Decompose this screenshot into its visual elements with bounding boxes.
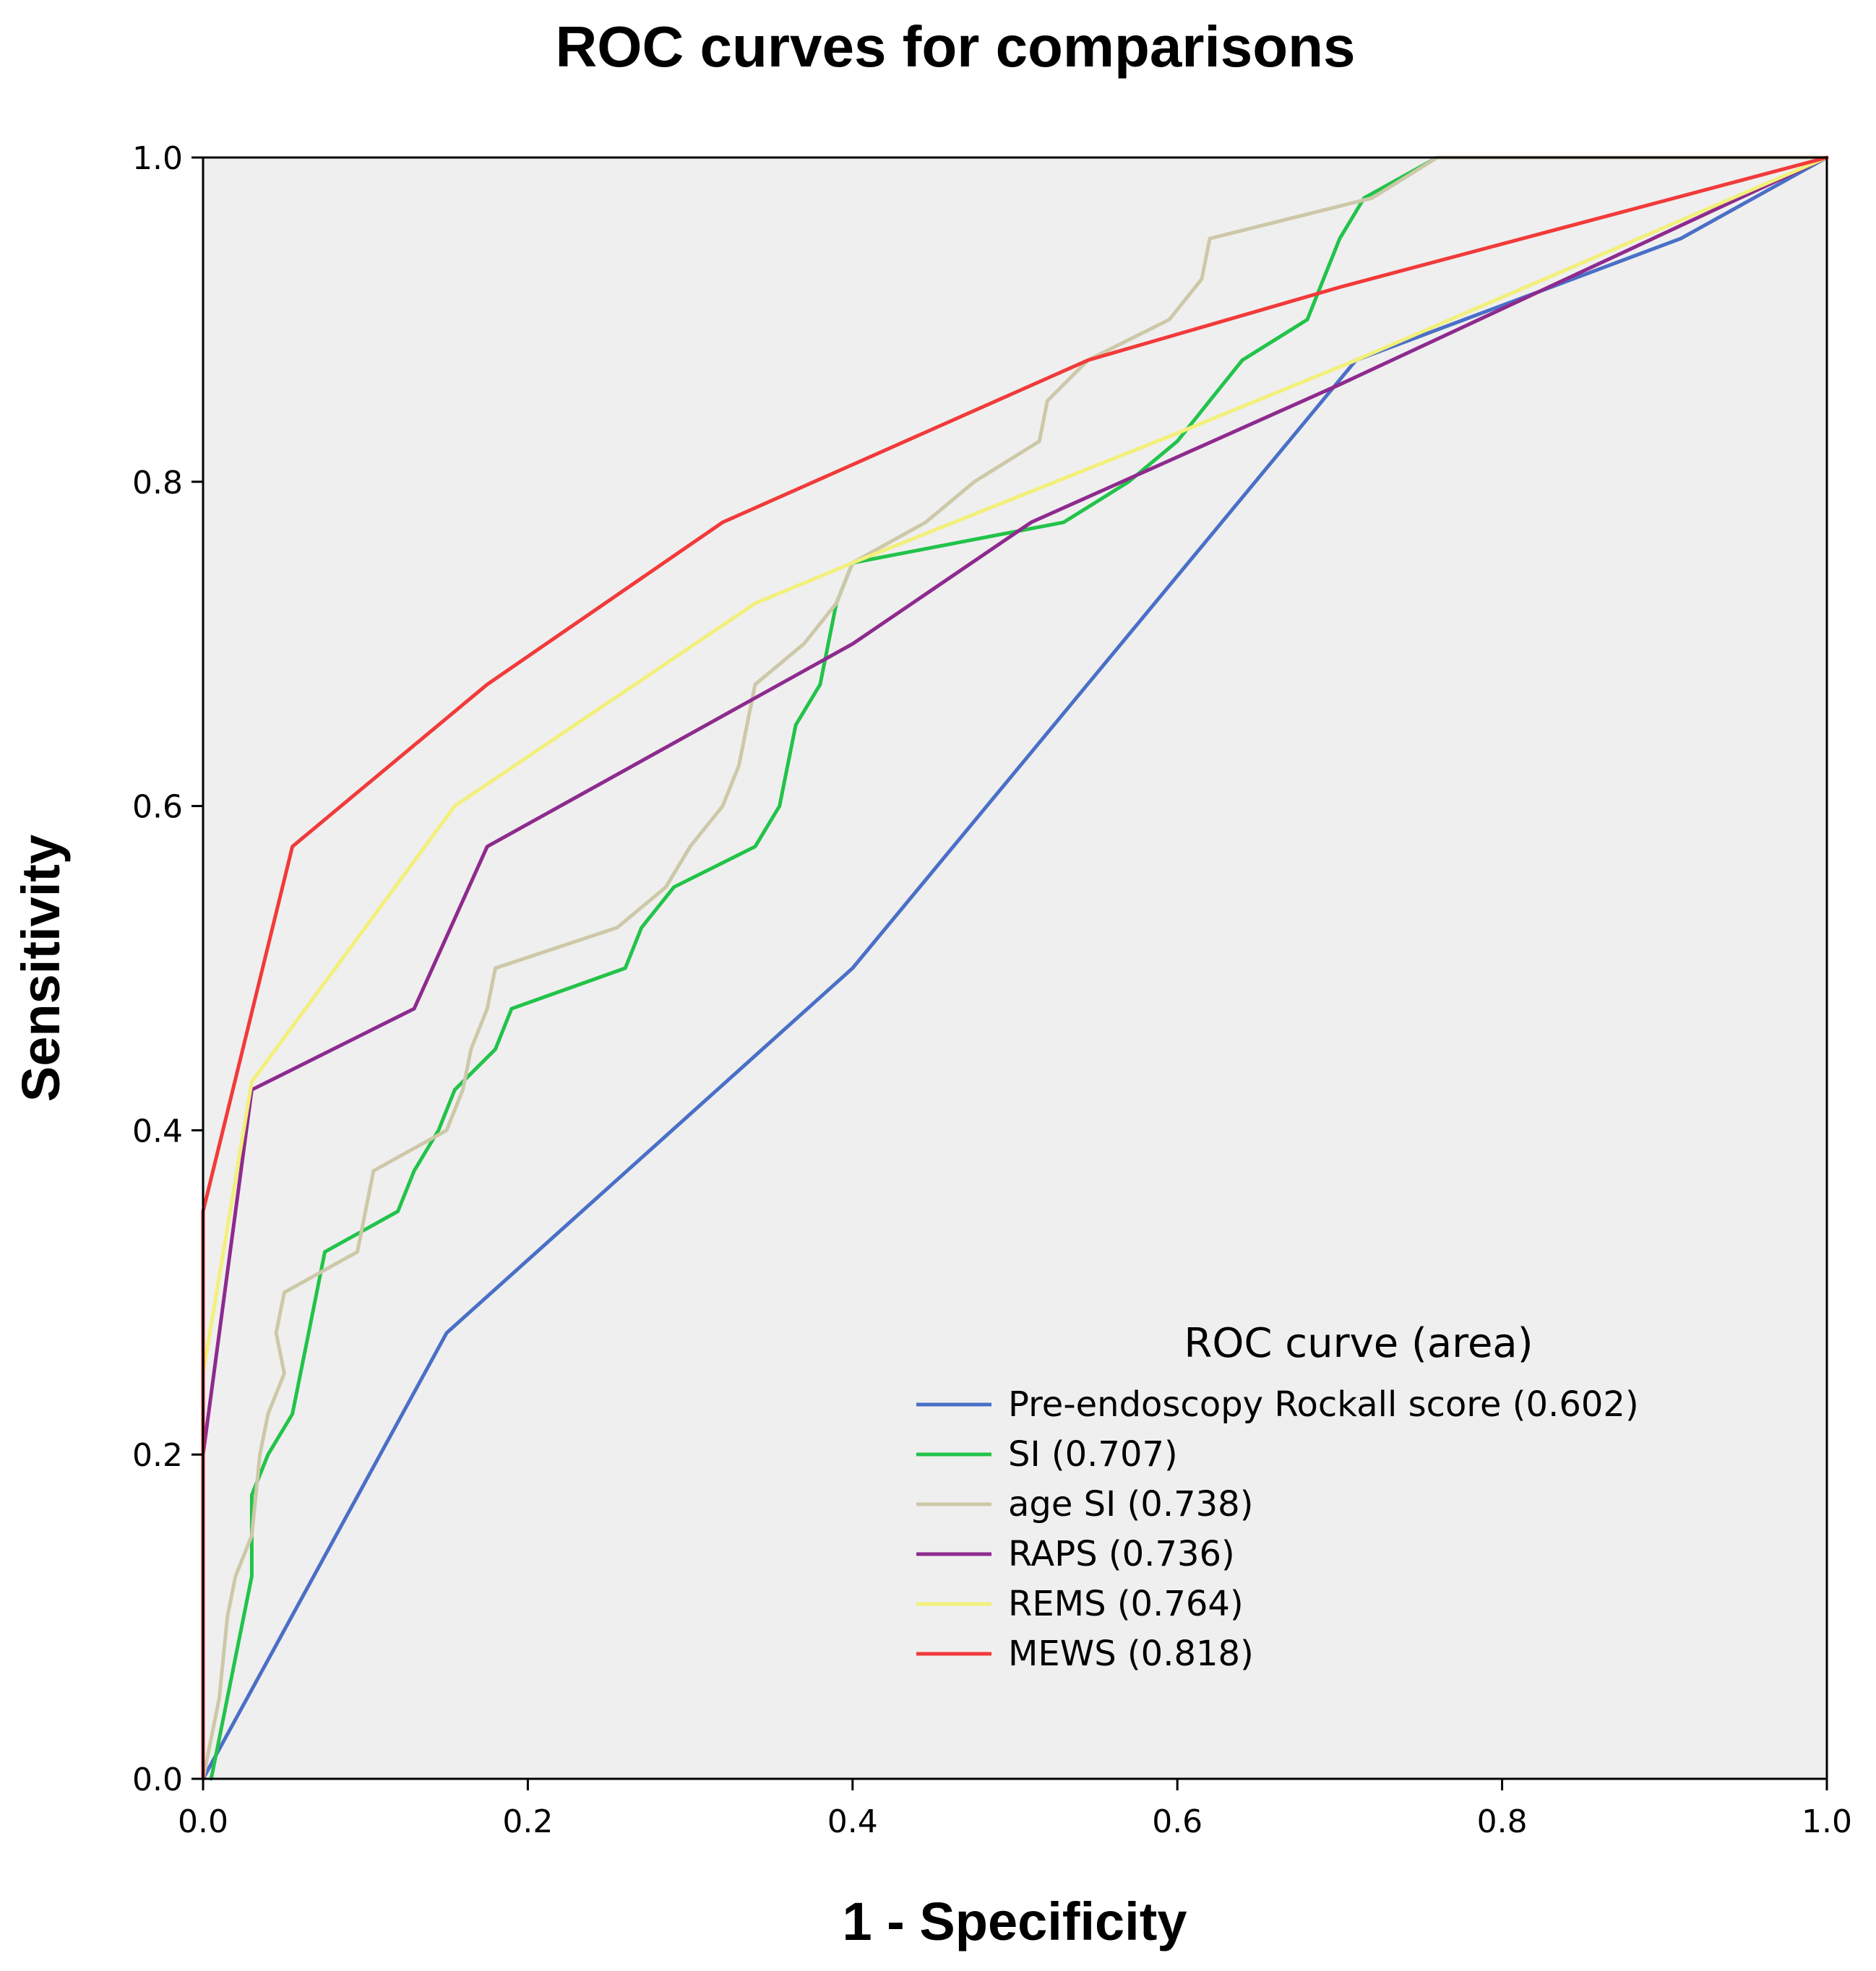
series-line-2	[201, 155, 1829, 1781]
series-line-0	[201, 155, 1829, 1781]
plot-frame	[202, 156, 1828, 1780]
x-tick-label: 0.6	[1152, 1803, 1202, 1840]
legend-entry: age SI (0.738)	[1008, 1484, 1253, 1524]
chart-title: ROC curves for comparisons	[556, 14, 1356, 79]
plot-area	[203, 158, 1827, 1779]
x-tick-label: 0.8	[1477, 1803, 1528, 1840]
legend: ROC curve (area) Pre-endoscopy Rockall s…	[916, 1320, 1639, 1674]
y-tick-label: 0.2	[132, 1437, 183, 1474]
y-tick-label: 0.6	[132, 789, 183, 826]
legend-entry: RAPS (0.736)	[1008, 1534, 1235, 1574]
y-tick-label: 0.8	[132, 465, 183, 501]
legend-title: ROC curve (area)	[1184, 1320, 1533, 1367]
x-axis-label: 1 - Specificity	[842, 1892, 1187, 1951]
x-tick-label: 0.2	[502, 1803, 553, 1840]
series-line-1	[209, 155, 1829, 1781]
legend-entry: REMS (0.764)	[1008, 1584, 1244, 1624]
series-line-4	[201, 155, 1829, 1781]
series-layer	[201, 155, 1829, 1781]
series-line-3	[201, 155, 1829, 1781]
x-tick-label: 0.0	[178, 1803, 228, 1840]
x-tick-label: 0.4	[827, 1803, 878, 1840]
y-tick-label: 1.0	[132, 140, 183, 177]
axes-layer: 0.0 0.2 0.4 0.6 0.8 1.0 0.0 0.2 0.4 0.6 0.8 1.0	[132, 140, 1852, 1840]
legend-entry: Pre-endoscopy Rockall score (0.602)	[1008, 1384, 1639, 1425]
series-line-5	[201, 155, 1829, 1781]
legend-entry: MEWS (0.818)	[1008, 1634, 1254, 1674]
y-tick-label: 0.4	[132, 1113, 183, 1150]
x-tick-label: 1.0	[1802, 1803, 1852, 1840]
legend-entry: SI (0.707)	[1008, 1434, 1178, 1475]
y-tick-label: 0.0	[132, 1761, 183, 1798]
y-axis-label: Sensitivity	[11, 834, 71, 1102]
